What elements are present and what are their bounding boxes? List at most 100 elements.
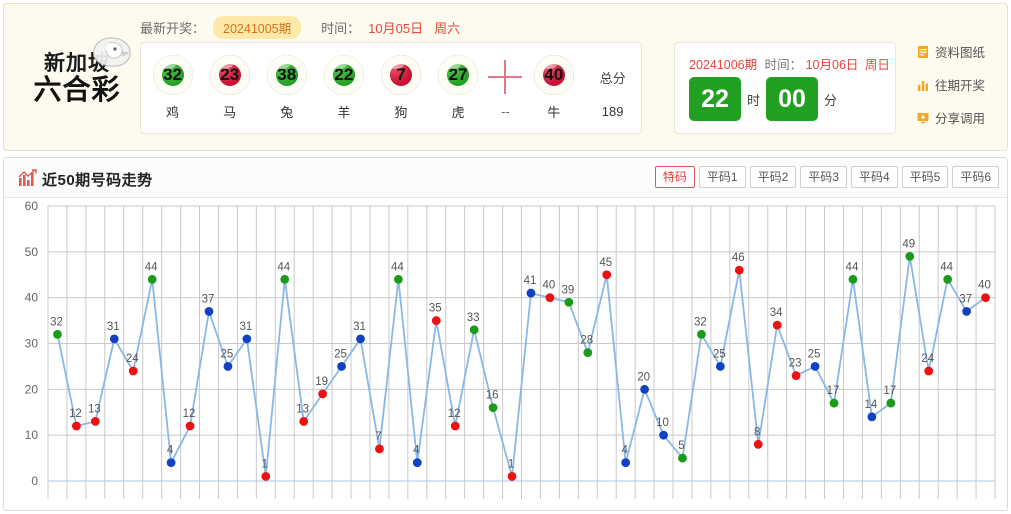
svg-text:40: 40 [978, 280, 991, 292]
ball: 22 [323, 55, 364, 95]
ball-cell: 7 狗 [375, 55, 426, 121]
svg-text:16: 16 [486, 390, 499, 402]
latest-draw-meta: 最新开奖： 20241005期 时间： 10月05日 周六 [140, 16, 460, 39]
svg-text:5: 5 [678, 440, 684, 452]
special-ball-zodiac: 牛 [547, 105, 561, 120]
svg-text:12: 12 [69, 408, 82, 420]
next-draw-meta: 20241006期 时间： 10月06日 周日 [689, 54, 890, 73]
svg-text:28: 28 [580, 335, 593, 347]
ball-zodiac: 兔 [280, 105, 294, 120]
total-score: 总分 189 [584, 57, 641, 120]
svg-text:44: 44 [846, 261, 859, 273]
ball-cell: 23 马 [204, 55, 255, 121]
svg-text:24: 24 [126, 353, 139, 365]
side-link-label: 资料图纸 [935, 46, 986, 60]
latest-draw-date: 10月05日 [368, 21, 424, 36]
svg-text:14: 14 [864, 399, 877, 411]
countdown-hours: 22 [689, 77, 741, 121]
svg-text:34: 34 [770, 307, 783, 319]
ball-zodiac: 狗 [394, 105, 408, 120]
next-draw-date: 10月06日 [805, 58, 859, 72]
countdown-hours-unit: 时 [747, 92, 761, 108]
ball-zodiac: 鸡 [166, 105, 180, 120]
ball: 32 [152, 55, 193, 95]
plus-dash: -- [501, 104, 510, 119]
latest-draw-issue: 20241005期 [213, 16, 302, 39]
page-title: 近50期号码走势 [42, 172, 153, 189]
ball: 27 [438, 55, 479, 95]
svg-text:44: 44 [277, 261, 290, 273]
svg-text:40: 40 [543, 280, 556, 292]
svg-text:45: 45 [599, 257, 612, 269]
tab-plain-code-5[interactable]: 平码5 [901, 166, 949, 188]
plus-icon [488, 57, 523, 97]
side-link-label: 往期开奖 [935, 79, 986, 93]
svg-text:49: 49 [902, 238, 915, 250]
ball-cell: 22 羊 [318, 55, 369, 121]
chart-line-series [56, 255, 987, 478]
svg-text:12: 12 [448, 408, 461, 420]
countdown-minutes: 00 [766, 77, 819, 121]
ball: 7 [380, 55, 421, 95]
tab-plain-code-6[interactable]: 平码6 [952, 166, 999, 188]
latest-draw-panel: 新加坡 六合彩 最新开奖： 20241005期 时间： 10月05日 周六 32… [3, 3, 1008, 151]
side-link-history[interactable]: 往期开奖 [916, 75, 1004, 94]
logo-line-1: 新加坡 [44, 49, 110, 75]
svg-text:4: 4 [167, 445, 174, 457]
svg-text:25: 25 [334, 348, 347, 360]
logo-line-2: 六合彩 [33, 72, 121, 106]
svg-text:17: 17 [827, 385, 840, 397]
share-icon [917, 112, 929, 123]
next-draw-countdown: 20241006期 时间： 10月06日 周日 22 时 00 分 [674, 42, 896, 134]
svg-text:24: 24 [921, 353, 934, 365]
svg-text:13: 13 [88, 403, 101, 415]
ball-cell: 32 鸡 [147, 55, 198, 121]
svg-text:41: 41 [524, 275, 537, 287]
side-link-share[interactable]: 分享调用 [916, 108, 1004, 127]
lion-head-icon [93, 37, 131, 67]
tab-plain-code-2[interactable]: 平码2 [749, 166, 797, 188]
svg-text:37: 37 [202, 293, 215, 305]
svg-text:35: 35 [429, 303, 442, 315]
svg-text:39: 39 [561, 284, 574, 296]
side-link-documents[interactable]: 资料图纸 [916, 42, 1004, 61]
svg-text:10: 10 [25, 428, 39, 442]
tab-plain-code-1[interactable]: 平码1 [698, 166, 746, 188]
svg-text:1: 1 [508, 458, 514, 470]
svg-text:23: 23 [789, 358, 802, 370]
ball: 23 [209, 55, 250, 95]
ball-zodiac: 马 [223, 105, 237, 120]
total-score-value: 189 [601, 104, 624, 119]
countdown-minutes-unit: 分 [824, 92, 838, 108]
side-links: 资料图纸 往期开奖 分享调用 [916, 42, 1004, 127]
tab-plain-code-3[interactable]: 平码3 [800, 166, 847, 188]
svg-text:32: 32 [50, 316, 63, 328]
ball-cell: 38 兔 [261, 55, 312, 121]
bar-chart-icon [918, 80, 928, 91]
latest-draw-time-label: 时间： [321, 21, 361, 36]
svg-text:25: 25 [713, 348, 726, 360]
site-logo: 新加坡 六合彩 [18, 32, 136, 124]
total-score-label: 总分 [599, 70, 626, 86]
svg-text:30: 30 [25, 337, 39, 351]
next-draw-weekday: 周日 [864, 58, 890, 72]
ball: 38 [266, 55, 307, 95]
chart-gridlines [47, 205, 996, 499]
svg-text:25: 25 [221, 348, 234, 360]
svg-text:31: 31 [239, 321, 252, 333]
latest-draw-label: 最新开奖： [140, 21, 206, 36]
chart-data-points [53, 252, 990, 481]
svg-text:8: 8 [754, 426, 760, 438]
svg-text:44: 44 [145, 261, 158, 273]
tab-special-code[interactable]: 特码 [654, 166, 695, 188]
trend-chart-icon [18, 169, 37, 186]
svg-text:0: 0 [31, 474, 38, 488]
svg-text:31: 31 [107, 321, 120, 333]
svg-text:19: 19 [315, 376, 328, 388]
latest-draw-weekday: 周六 [434, 21, 461, 36]
next-draw-issue: 20241006期 [689, 58, 758, 72]
svg-text:44: 44 [940, 261, 953, 273]
countdown-timer: 22 时 00 分 [689, 77, 837, 121]
tab-plain-code-4[interactable]: 平码4 [850, 166, 898, 188]
